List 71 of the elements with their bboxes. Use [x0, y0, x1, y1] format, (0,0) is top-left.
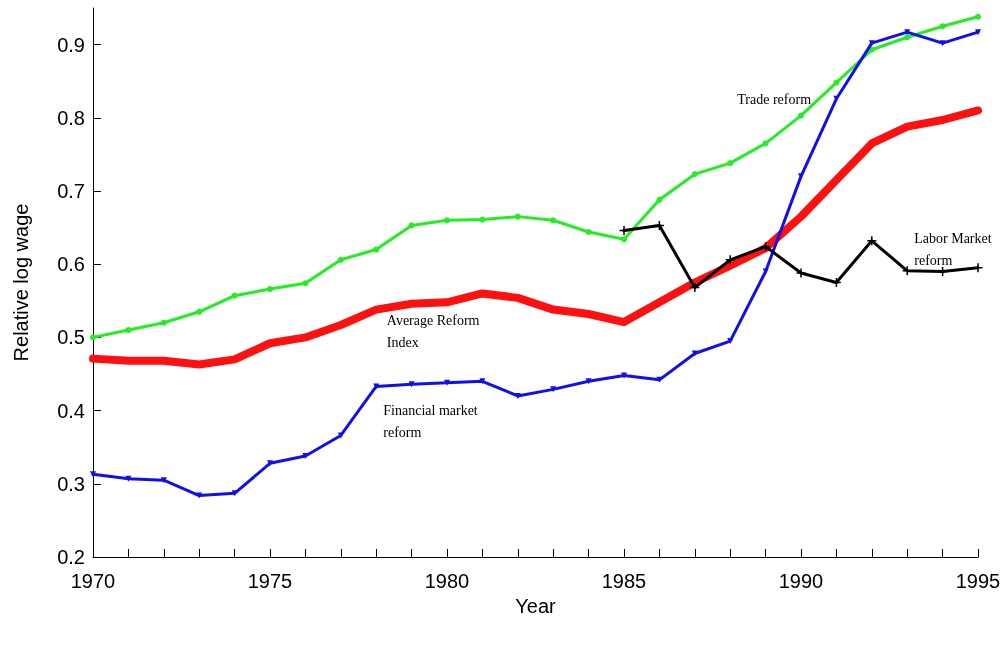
point	[514, 392, 521, 399]
point	[621, 372, 627, 379]
point	[373, 383, 380, 390]
point	[868, 40, 875, 47]
point	[689, 282, 701, 293]
point	[939, 23, 946, 30]
y-tick-label: 0.2	[57, 546, 85, 568]
x-tick-label: 1970	[70, 570, 116, 592]
series-label: Trade reform	[737, 92, 812, 108]
point	[691, 171, 698, 178]
point	[337, 432, 344, 439]
point	[585, 378, 592, 385]
x-tick-label: 1990	[778, 570, 824, 592]
point	[724, 254, 736, 266]
point	[656, 376, 663, 383]
point	[621, 236, 627, 243]
point	[479, 378, 486, 385]
point	[444, 379, 450, 386]
y-tick-label: 0.9	[57, 33, 85, 56]
point	[795, 267, 807, 279]
point	[514, 213, 521, 220]
point	[373, 246, 380, 253]
point	[337, 256, 344, 263]
point	[866, 235, 878, 247]
point	[408, 222, 415, 229]
series-label: Labor Market reform	[914, 231, 996, 269]
point	[125, 327, 132, 334]
y-tick-label: 0.4	[57, 399, 85, 422]
point	[975, 29, 981, 36]
point	[939, 40, 946, 47]
x-tick-label: 1985	[601, 570, 647, 592]
point	[302, 280, 309, 287]
point	[833, 95, 840, 102]
point	[762, 140, 769, 147]
series-label: Average Reform Index	[386, 313, 483, 351]
point	[727, 338, 734, 345]
point	[904, 34, 911, 41]
point	[302, 452, 309, 459]
x-tick-label: 1995	[955, 570, 1001, 592]
y-tick-label: 0.8	[57, 106, 85, 129]
y-tick-label: 0.3	[57, 472, 85, 495]
point	[550, 217, 557, 224]
point	[975, 13, 981, 20]
point	[585, 228, 592, 235]
point	[618, 225, 630, 236]
x-axis-title: Year	[515, 594, 557, 617]
point	[267, 460, 273, 467]
series-label: Financial market reform	[383, 402, 482, 440]
point	[267, 286, 273, 293]
point	[231, 292, 238, 299]
x-tick-label: 1980	[424, 570, 470, 592]
point	[160, 477, 167, 484]
y-tick-label: 0.6	[57, 253, 85, 276]
point	[798, 173, 804, 180]
point	[798, 112, 804, 119]
y-axis-title: Relative log wage	[10, 203, 32, 362]
point	[656, 196, 663, 203]
y-tick-label: 0.7	[57, 180, 85, 202]
point	[160, 319, 167, 326]
point	[479, 216, 486, 223]
point	[904, 29, 911, 36]
point	[727, 160, 734, 167]
point	[833, 79, 840, 86]
point	[550, 386, 557, 393]
point	[90, 334, 96, 341]
point	[90, 471, 96, 478]
point	[408, 381, 415, 388]
x-tick-label: 1975	[247, 570, 293, 592]
point	[196, 308, 203, 315]
y-tick-label: 0.5	[57, 326, 85, 349]
point	[444, 217, 450, 224]
